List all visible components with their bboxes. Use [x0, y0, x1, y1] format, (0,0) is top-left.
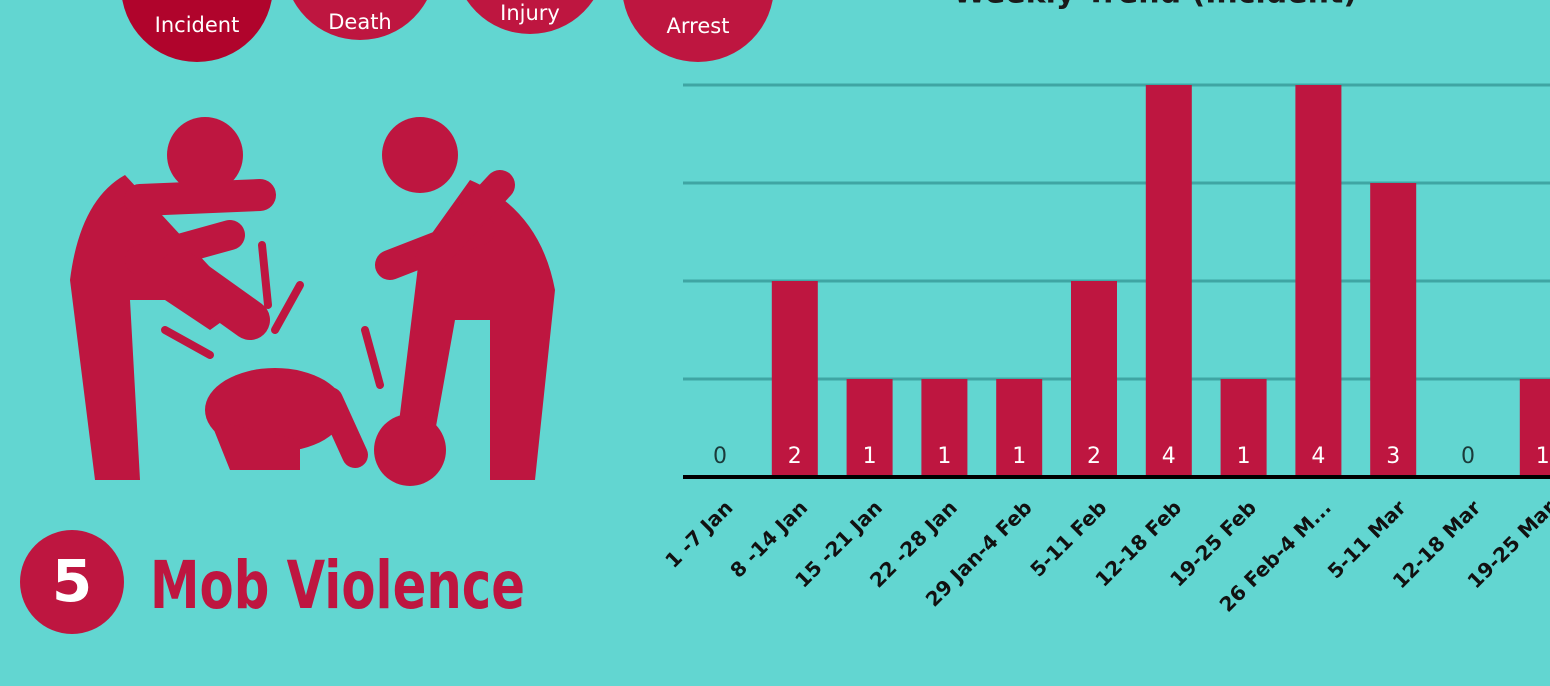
value-label: 3	[1386, 444, 1400, 469]
value-label: 0	[1461, 444, 1475, 469]
tab-label: Incident	[155, 13, 240, 37]
heading-title: Mob Violence	[150, 547, 525, 624]
page: Incident Death Injury Arrest 5 Mob Viole…	[0, 0, 1550, 686]
chart-title: Weekly Trend (Incident)	[953, 0, 1357, 11]
value-label: 1	[1536, 444, 1550, 469]
bar	[1146, 85, 1192, 477]
value-label: 1	[1237, 444, 1251, 469]
bar	[1295, 85, 1341, 477]
value-label: 1	[1012, 444, 1026, 469]
tabs: Incident Death Injury Arrest	[121, 0, 774, 62]
value-label: 2	[788, 444, 802, 469]
value-label: 4	[1311, 444, 1325, 469]
value-label: 1	[863, 444, 877, 469]
value-label: 0	[713, 444, 727, 469]
infographic: Incident Death Injury Arrest 5 Mob Viole…	[0, 0, 1550, 686]
tab-label: Arrest	[667, 14, 730, 38]
value-label: 2	[1087, 444, 1101, 469]
heading-number: 5	[52, 547, 92, 615]
x-tick-label: 1 -7 Jan	[660, 495, 737, 572]
tab-label: Death	[328, 10, 392, 34]
tab-label: Injury	[500, 1, 560, 25]
value-label: 4	[1162, 444, 1176, 469]
value-label: 1	[937, 444, 951, 469]
mob-violence-icon	[70, 117, 555, 486]
bar	[1370, 183, 1416, 477]
